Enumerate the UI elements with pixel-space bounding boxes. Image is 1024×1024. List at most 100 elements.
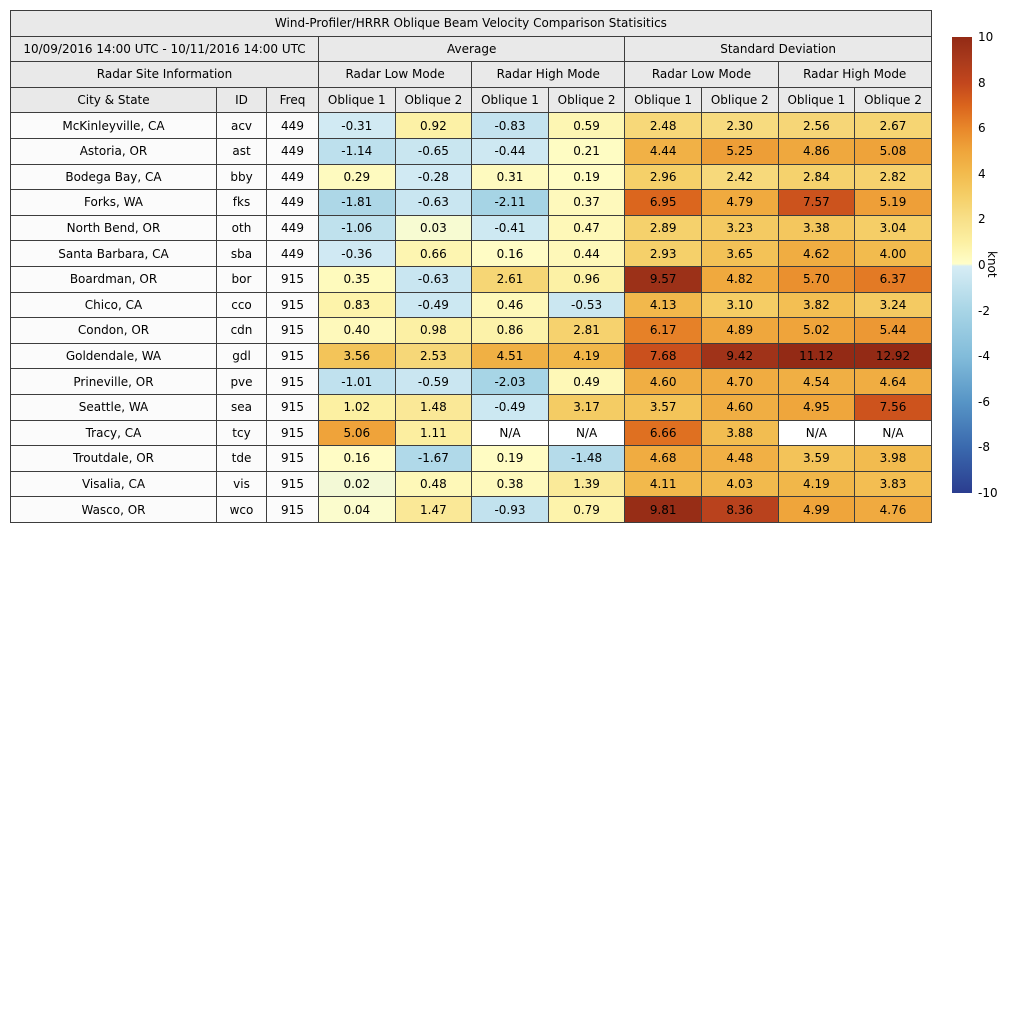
value-cell: 3.17	[548, 394, 625, 420]
col-header-oblique2: Oblique 2	[395, 87, 472, 113]
value-cell: 2.61	[472, 266, 549, 292]
value-cell: 4.99	[778, 497, 855, 523]
id-cell: oth	[217, 215, 267, 241]
table-body: McKinleyville, CAacv449-0.310.92-0.830.5…	[11, 113, 932, 523]
value-cell: 2.53	[395, 343, 472, 369]
value-cell: 0.37	[548, 190, 625, 216]
value-cell: 0.66	[395, 241, 472, 267]
table-row: McKinleyville, CAacv449-0.310.92-0.830.5…	[11, 113, 932, 139]
value-cell: -0.65	[395, 138, 472, 164]
value-cell: -0.31	[319, 113, 396, 139]
colorbar-tick-label: 6	[978, 122, 986, 134]
value-cell: -1.06	[319, 215, 396, 241]
table-row: Visalia, CAvis9150.020.480.381.394.114.0…	[11, 471, 932, 497]
value-cell: -0.28	[395, 164, 472, 190]
period-label: 10/09/2016 14:00 UTC - 10/11/2016 14:00 …	[11, 36, 319, 62]
freq-cell: 449	[267, 241, 319, 267]
city-cell: Boardman, OR	[11, 266, 217, 292]
value-cell: -0.83	[472, 113, 549, 139]
value-cell: 3.38	[778, 215, 855, 241]
city-cell: Wasco, OR	[11, 497, 217, 523]
value-cell: 5.44	[855, 318, 932, 344]
value-cell: 2.89	[625, 215, 702, 241]
value-cell: 2.42	[701, 164, 778, 190]
value-cell: 0.29	[319, 164, 396, 190]
col-header-oblique1: Oblique 1	[778, 87, 855, 113]
value-cell: 4.19	[778, 471, 855, 497]
value-cell: 0.40	[319, 318, 396, 344]
city-cell: Santa Barbara, CA	[11, 241, 217, 267]
id-cell: sba	[217, 241, 267, 267]
city-cell: Seattle, WA	[11, 394, 217, 420]
id-cell: pve	[217, 369, 267, 395]
value-cell: 4.79	[701, 190, 778, 216]
value-cell: -1.81	[319, 190, 396, 216]
city-cell: Prineville, OR	[11, 369, 217, 395]
freq-cell: 915	[267, 318, 319, 344]
value-cell: 0.02	[319, 471, 396, 497]
mode-header-high-std: Radar High Mode	[778, 62, 931, 88]
value-cell: 4.03	[701, 471, 778, 497]
value-cell: N/A	[778, 420, 855, 446]
site-info-header: Radar Site Information	[11, 62, 319, 88]
table-row: Boardman, ORbor9150.35-0.632.610.969.574…	[11, 266, 932, 292]
colorbar-tick-label: 4	[978, 168, 986, 180]
id-cell: tde	[217, 446, 267, 472]
freq-cell: 915	[267, 497, 319, 523]
city-cell: Visalia, CA	[11, 471, 217, 497]
value-cell: -0.63	[395, 266, 472, 292]
value-cell: 2.67	[855, 113, 932, 139]
figure: Wind-Profiler/HRRR Oblique Beam Velocity…	[0, 0, 1024, 1024]
value-cell: 4.64	[855, 369, 932, 395]
value-cell: 2.81	[548, 318, 625, 344]
value-cell: 8.36	[701, 497, 778, 523]
mode-header-low-std: Radar Low Mode	[625, 62, 778, 88]
value-cell: -1.01	[319, 369, 396, 395]
city-cell: Forks, WA	[11, 190, 217, 216]
title-row: Wind-Profiler/HRRR Oblique Beam Velocity…	[11, 11, 932, 37]
value-cell: 0.92	[395, 113, 472, 139]
value-cell: 0.59	[548, 113, 625, 139]
freq-cell: 449	[267, 164, 319, 190]
id-cell: cdn	[217, 318, 267, 344]
value-cell: -0.53	[548, 292, 625, 318]
freq-cell: 915	[267, 471, 319, 497]
id-cell: bor	[217, 266, 267, 292]
value-cell: 4.60	[701, 394, 778, 420]
id-cell: fks	[217, 190, 267, 216]
group-header-row: 10/09/2016 14:00 UTC - 10/11/2016 14:00 …	[11, 36, 932, 62]
table-row: Troutdale, ORtde9150.16-1.670.19-1.484.6…	[11, 446, 932, 472]
value-cell: 5.08	[855, 138, 932, 164]
table-row: North Bend, ORoth449-1.060.03-0.410.472.…	[11, 215, 932, 241]
freq-cell: 915	[267, 394, 319, 420]
freq-cell: 915	[267, 266, 319, 292]
value-cell: 9.57	[625, 266, 702, 292]
value-cell: 3.04	[855, 215, 932, 241]
freq-cell: 449	[267, 215, 319, 241]
col-header-freq: Freq	[267, 87, 319, 113]
value-cell: 9.81	[625, 497, 702, 523]
colorbar-unit-label: knot	[986, 251, 998, 278]
value-cell: 2.96	[625, 164, 702, 190]
value-cell: 4.60	[625, 369, 702, 395]
value-cell: 6.37	[855, 266, 932, 292]
value-cell: 0.48	[395, 471, 472, 497]
value-cell: 0.04	[319, 497, 396, 523]
value-cell: 2.84	[778, 164, 855, 190]
value-cell: 1.39	[548, 471, 625, 497]
id-cell: ast	[217, 138, 267, 164]
table-row: Chico, CAcco9150.83-0.490.46-0.534.133.1…	[11, 292, 932, 318]
value-cell: 4.86	[778, 138, 855, 164]
colorbar-tick-label: -10	[978, 487, 998, 499]
table-row: Wasco, ORwco9150.041.47-0.930.799.818.36…	[11, 497, 932, 523]
city-cell: Goldendale, WA	[11, 343, 217, 369]
value-cell: 5.19	[855, 190, 932, 216]
value-cell: 6.95	[625, 190, 702, 216]
value-cell: 1.47	[395, 497, 472, 523]
colorbar-tick-label: 8	[978, 77, 986, 89]
value-cell: N/A	[472, 420, 549, 446]
value-cell: -0.41	[472, 215, 549, 241]
value-cell: 0.31	[472, 164, 549, 190]
value-cell: 4.00	[855, 241, 932, 267]
id-cell: vis	[217, 471, 267, 497]
